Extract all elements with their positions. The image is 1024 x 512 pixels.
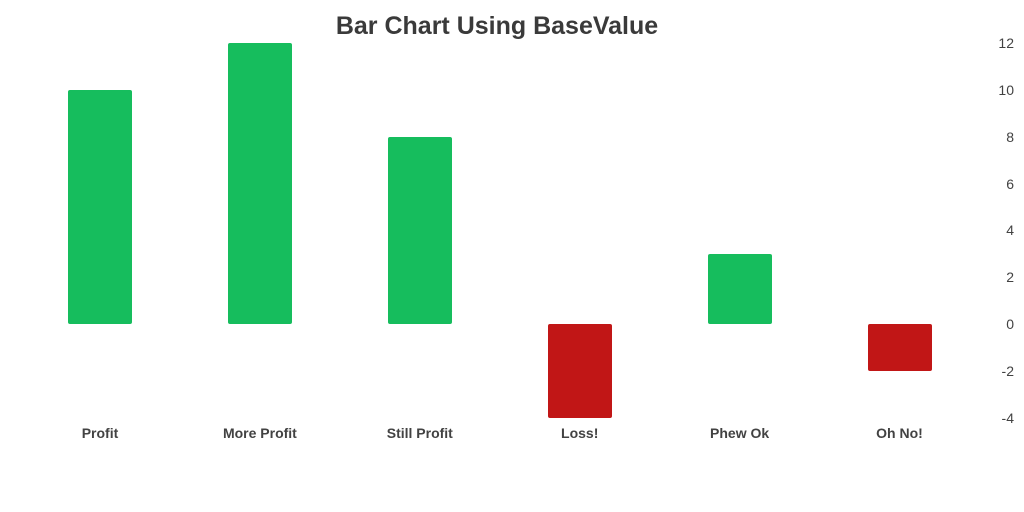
y-axis-tick-label: 6 bbox=[1006, 175, 1014, 192]
x-axis-label-oh-no: Oh No! bbox=[876, 425, 923, 441]
x-axis-label-still-profit: Still Profit bbox=[386, 425, 453, 441]
bar-profit[interactable] bbox=[68, 90, 132, 324]
y-axis-tick-label: -2 bbox=[1001, 362, 1014, 379]
y-axis-tick-label: 12 bbox=[998, 35, 1014, 52]
bar-phew-ok[interactable] bbox=[707, 253, 772, 324]
y-axis-tick-label: 8 bbox=[1006, 128, 1014, 145]
bar-still-profit[interactable] bbox=[387, 136, 452, 324]
bar-loss[interactable] bbox=[547, 324, 612, 418]
y-axis-tick-label: -4 bbox=[1001, 409, 1014, 426]
bar-oh-no[interactable] bbox=[867, 324, 932, 371]
y-axis-tick-label: 4 bbox=[1006, 222, 1014, 239]
chart-title: Bar Chart Using BaseValue bbox=[335, 12, 659, 40]
y-axis-tick-label: 0 bbox=[1006, 316, 1014, 332]
x-axis-label-phew-ok: Phew Ok bbox=[710, 425, 770, 441]
x-axis-label-loss: Loss! bbox=[561, 425, 599, 441]
y-axis-tick-label: 10 bbox=[998, 82, 1014, 98]
x-axis-label-more-profit: More Profit bbox=[222, 425, 297, 441]
y-axis-tick-label: 2 bbox=[1006, 269, 1014, 286]
x-axis-label-profit: Profit bbox=[81, 425, 119, 441]
bar-more-profit[interactable] bbox=[227, 43, 292, 324]
